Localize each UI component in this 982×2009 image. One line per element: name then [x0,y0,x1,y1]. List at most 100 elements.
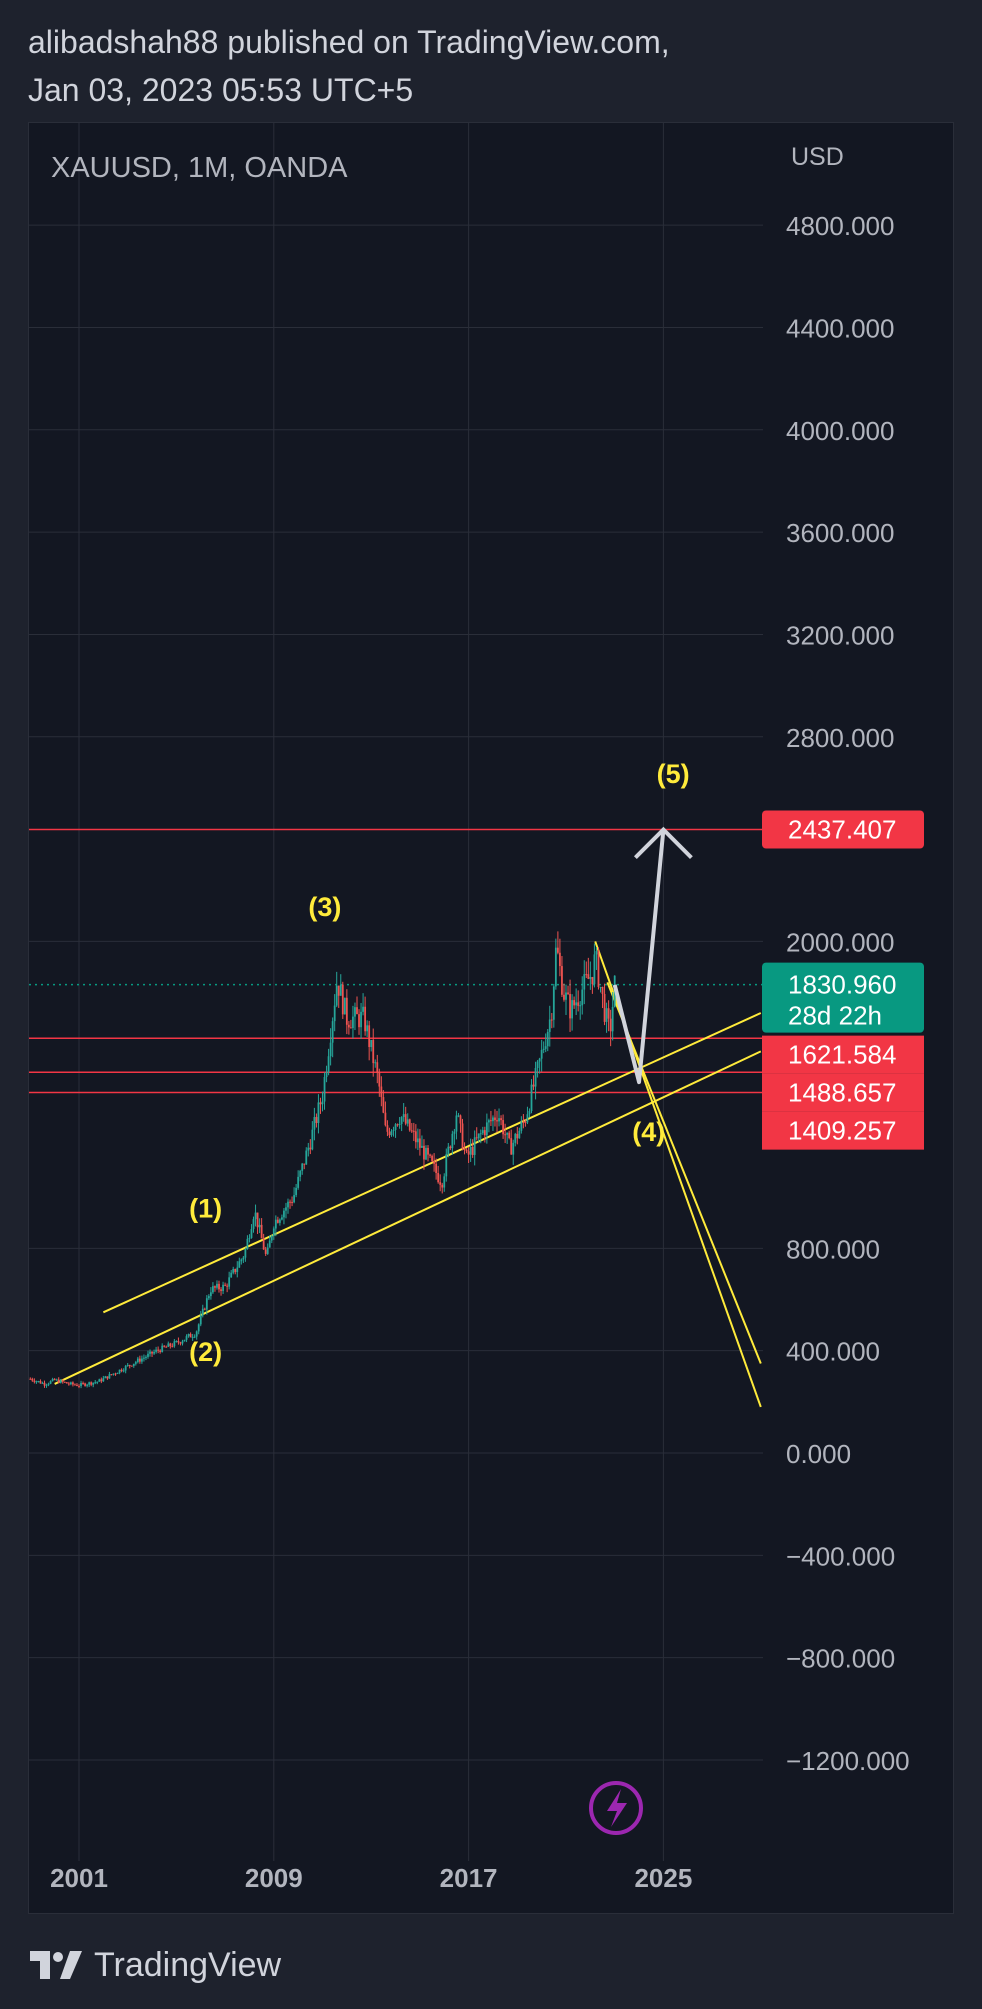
candle-body [538,1058,541,1062]
candle-body [45,1384,48,1386]
candle-body [151,1351,153,1354]
candle-body [550,1019,553,1021]
lightning-icon[interactable] [589,1781,643,1835]
candle-body [278,1219,281,1223]
candle-body [195,1331,198,1337]
candle-body [246,1238,249,1250]
drawing-layer [29,828,763,1408]
candle-body [165,1346,168,1348]
candle-body [376,1062,379,1073]
candle-body [331,1021,334,1043]
candle-body [244,1249,247,1258]
level-label: 2437.407 [788,815,896,845]
candle-body [222,1284,224,1291]
candle-body [502,1120,504,1135]
candle-body [481,1130,484,1134]
candle-body [141,1358,143,1362]
candle-body [573,1000,576,1006]
candle-body [459,1115,462,1124]
candle-body [321,1101,324,1105]
level-label-bg [762,1111,924,1150]
candle-body [47,1383,50,1385]
candle-body [561,966,563,995]
candle-body [583,974,586,990]
candle-body [191,1336,194,1338]
candle-body [313,1117,316,1130]
y-tick-label: 2800.000 [786,723,894,753]
candle-body [96,1381,99,1383]
candle-body [153,1351,155,1354]
level-label-bg [762,1035,924,1074]
candle-body [341,984,344,1015]
symbol-title: XAUUSD, 1M, OANDA [51,152,348,184]
trend-line[interactable] [606,981,762,1364]
tradingview-brand: TradingView [94,1945,282,1984]
candle-body [603,993,606,1022]
tradingview-logo-icon [30,1951,82,1979]
candle-body [124,1365,127,1371]
candle-body [69,1382,72,1385]
current-price-badge [762,962,924,1033]
projection-path[interactable] [612,829,666,1085]
candle-body [260,1224,263,1239]
candle-body [274,1219,277,1229]
candle-body [110,1374,113,1376]
candle-body [546,1031,549,1047]
candle-body [254,1212,257,1220]
candle-body [477,1133,480,1139]
candle-body [360,1011,362,1028]
candle-body [475,1137,478,1139]
candle-body [352,1016,354,1029]
level-label-bg [762,810,924,849]
candle-body [492,1117,494,1122]
candle-body [394,1124,397,1130]
candle-body [536,1061,539,1069]
candle-body [291,1201,293,1203]
candle-body [216,1283,218,1288]
candle-body [118,1369,121,1374]
candle-body [384,1112,387,1126]
candle-body [485,1122,488,1136]
candle-body [272,1228,275,1236]
candle-body [285,1207,287,1211]
candle-body [445,1154,448,1177]
candle-body [437,1173,440,1183]
candle-body [487,1120,490,1123]
trend-line[interactable] [102,1012,762,1314]
candle-body [218,1283,220,1290]
countdown-label: 28d 22h [788,1001,882,1031]
candle-body [72,1382,74,1385]
candle-body [518,1130,521,1139]
candle-body [120,1369,123,1372]
candle-body [410,1130,413,1132]
candle-body [587,974,590,979]
candle-body [510,1138,513,1155]
trend-line[interactable] [54,1050,762,1385]
candle-body [102,1378,105,1382]
candle-body [483,1130,486,1136]
candle-body [147,1353,149,1357]
candle-body [364,1006,367,1032]
candle-body [197,1324,200,1332]
candle-body [315,1117,318,1123]
candle-body [599,986,602,988]
candle-body [345,997,348,1025]
candle-body [171,1346,174,1348]
candle-body [41,1382,44,1384]
candle-body [514,1133,517,1143]
candle-body [250,1229,253,1238]
candle-body [431,1155,433,1162]
candle-body [181,1341,184,1344]
publication-info: alibadshah88 published on TradingView.co… [28,18,670,114]
candle-body [37,1381,40,1383]
candle-body [425,1147,427,1160]
price-chart[interactable]: (1) (2) (3) (4) (5) XAUUSD, 1M, OANDA USD 48… [29,123,955,1915]
y-tick-label: 4800.000 [786,211,894,241]
candle-body [388,1131,391,1136]
candle-body [57,1379,60,1383]
candle-body [585,974,588,976]
candle-body [270,1235,273,1241]
chart-panel[interactable]: (1) (2) (3) (4) (5) XAUUSD, 1M, OANDA USD 48… [28,122,954,1914]
candle-body [439,1182,442,1185]
candle-body [595,951,598,955]
